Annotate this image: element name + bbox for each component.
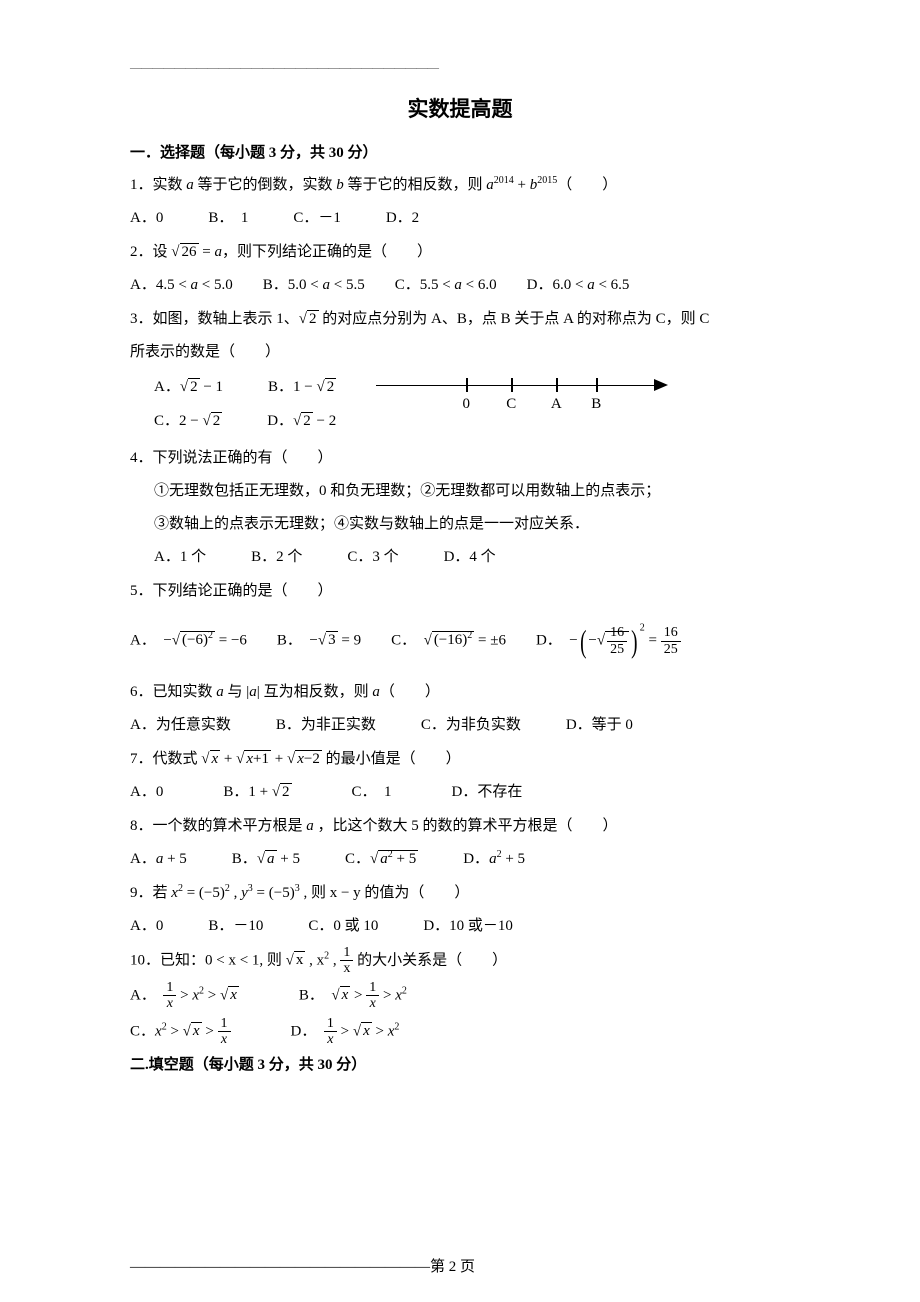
footer-dashes: ———————————————————— [130, 1259, 430, 1275]
question-5: 5．下列结论正确的是（ ） [130, 576, 790, 606]
question-4: 4．下列说法正确的有（ ） [130, 443, 790, 473]
q6-var-a2: a [372, 684, 380, 700]
q6-text-c: 互为相反数，则 [260, 684, 373, 700]
q10-row2: C．x2 > √x > 1x D． 1x > √x > x2 [130, 1016, 790, 1048]
tick-0 [466, 378, 468, 392]
tick-a [556, 378, 558, 392]
q2-text-a: 2．设 [130, 244, 171, 260]
q4-s2: ③数轴上的点表示无理数；④实数与数轴上的点是一一对应关系． [130, 509, 790, 539]
q6-options: A．为任意实数 B．为非正实数 C．为非负实数 D．等于 0 [130, 710, 790, 740]
q1-text-a: 1．实数 [130, 177, 186, 193]
q6-text-a: 6．已知实数 [130, 684, 216, 700]
q3-opts-row1: A．√2 − 1 B．1 − √2 [130, 372, 336, 402]
q1-text-c: 等于它的相反数，则 [344, 177, 487, 193]
label-a: A [551, 396, 562, 413]
question-1: 1．实数 a 等于它的倒数，实数 b 等于它的相反数，则 a2014 + b20… [130, 170, 790, 200]
number-line-arrow-icon [654, 379, 668, 391]
q4-s1: ①无理数包括正无理数，0 和负无理数；②无理数都可以用数轴上的点表示； [130, 476, 790, 506]
q8-options: A．a + 5 B．√a + 5 C．√a2 + 5 D．a2 + 5 [130, 844, 790, 874]
q7-text-a: 7．代数式 [130, 751, 201, 767]
q7-options: A．0 B．1 + √2 C． 1 D．不存在 [130, 777, 790, 807]
tick-c [511, 378, 513, 392]
q10-row1: A． 1x > x2 > √x B． √x > 1x > x2 [130, 980, 790, 1012]
section-2-heading: 二.填空题（每小题 3 分，共 30 分） [130, 1053, 790, 1074]
question-3-line2: 所表示的数是（ ） [130, 337, 790, 367]
page-footer: ————————————————————第 2 页 [130, 1255, 475, 1276]
q3-line1-b: 的对应点分别为 A、B，点 B 关于点 A 的对称点为 C，则 C [319, 311, 710, 327]
label-b: B [591, 396, 601, 413]
number-line-figure: 0 C A B [376, 370, 676, 420]
number-line-axis [376, 385, 656, 386]
q5-options: A． −√(−6)2 = −6 B． −√3 = 9 C． √(−16)2 = … [130, 609, 790, 673]
q1-var-a: a [186, 177, 194, 193]
q1-text-b: 等于它的倒数，实数 [194, 177, 337, 193]
section-1-heading: 一．选择题（每小题 3 分，共 30 分） [130, 141, 790, 162]
question-10: 10．已知：0 < x < 1, 则 √x , x2 , 1x 的大小关系是（ … [130, 945, 790, 977]
page: ———————————————————————————— 实数提高题 一．选择题… [0, 0, 920, 1302]
question-9: 9．若 x2 = (−5)2 , y3 = (−5)3 , 则 x − y 的值… [130, 878, 790, 908]
q1-options: A．0 B． 1 C．－1 D．2 [130, 203, 790, 233]
q4-options: A．1 个 B．2 个 C．3 个 D．4 个 [130, 542, 790, 572]
q2-text-b: ，则下列结论正确的是（ ） [222, 244, 432, 260]
q1-var-b: b [336, 177, 344, 193]
q9-options: A．0 B．－10 C．0 或 10 D．10 或－10 [130, 911, 790, 941]
q3-line1-a: 3．如图，数轴上表示 1、 [130, 311, 299, 327]
q6-var-a: a [216, 684, 224, 700]
tick-b [596, 378, 598, 392]
label-c: C [506, 396, 516, 413]
q3-opts-row2: C．2 − √2 D．√2 − 2 [130, 406, 336, 436]
question-2: 2．设 √26 = a，则下列结论正确的是（ ） [130, 237, 790, 267]
q3-row: A．√2 − 1 B．1 − √2 C．2 − √2 D．√2 − 2 0 C … [130, 370, 790, 440]
label-0: 0 [463, 396, 471, 413]
page-title: 实数提高题 [130, 93, 790, 123]
question-6: 6．已知实数 a 与 |a| 互为相反数，则 a（ ） [130, 677, 790, 707]
q2-options: A．4.5 < a < 5.0 B．5.0 < a < 5.5 C．5.5 < … [130, 270, 790, 300]
footer-page-text: 第 2 页 [430, 1259, 475, 1275]
q6-tail: （ ） [380, 684, 440, 700]
question-7: 7．代数式 √x + √x+1 + √x−2 的最小值是（ ） [130, 744, 790, 774]
q6-text-b: 与 [224, 684, 247, 700]
question-8: 8．一个数的算术平方根是 a ，比这个数大 5 的数的算术平方根是（ ） [130, 811, 790, 841]
q1-tail: （ ） [557, 177, 617, 193]
header-dashes: ———————————————————————————— [130, 60, 790, 75]
q7-text-b: 的最小值是（ ） [322, 751, 461, 767]
question-3-line1: 3．如图，数轴上表示 1、√2 的对应点分别为 A、B，点 B 关于点 A 的对… [130, 304, 790, 334]
